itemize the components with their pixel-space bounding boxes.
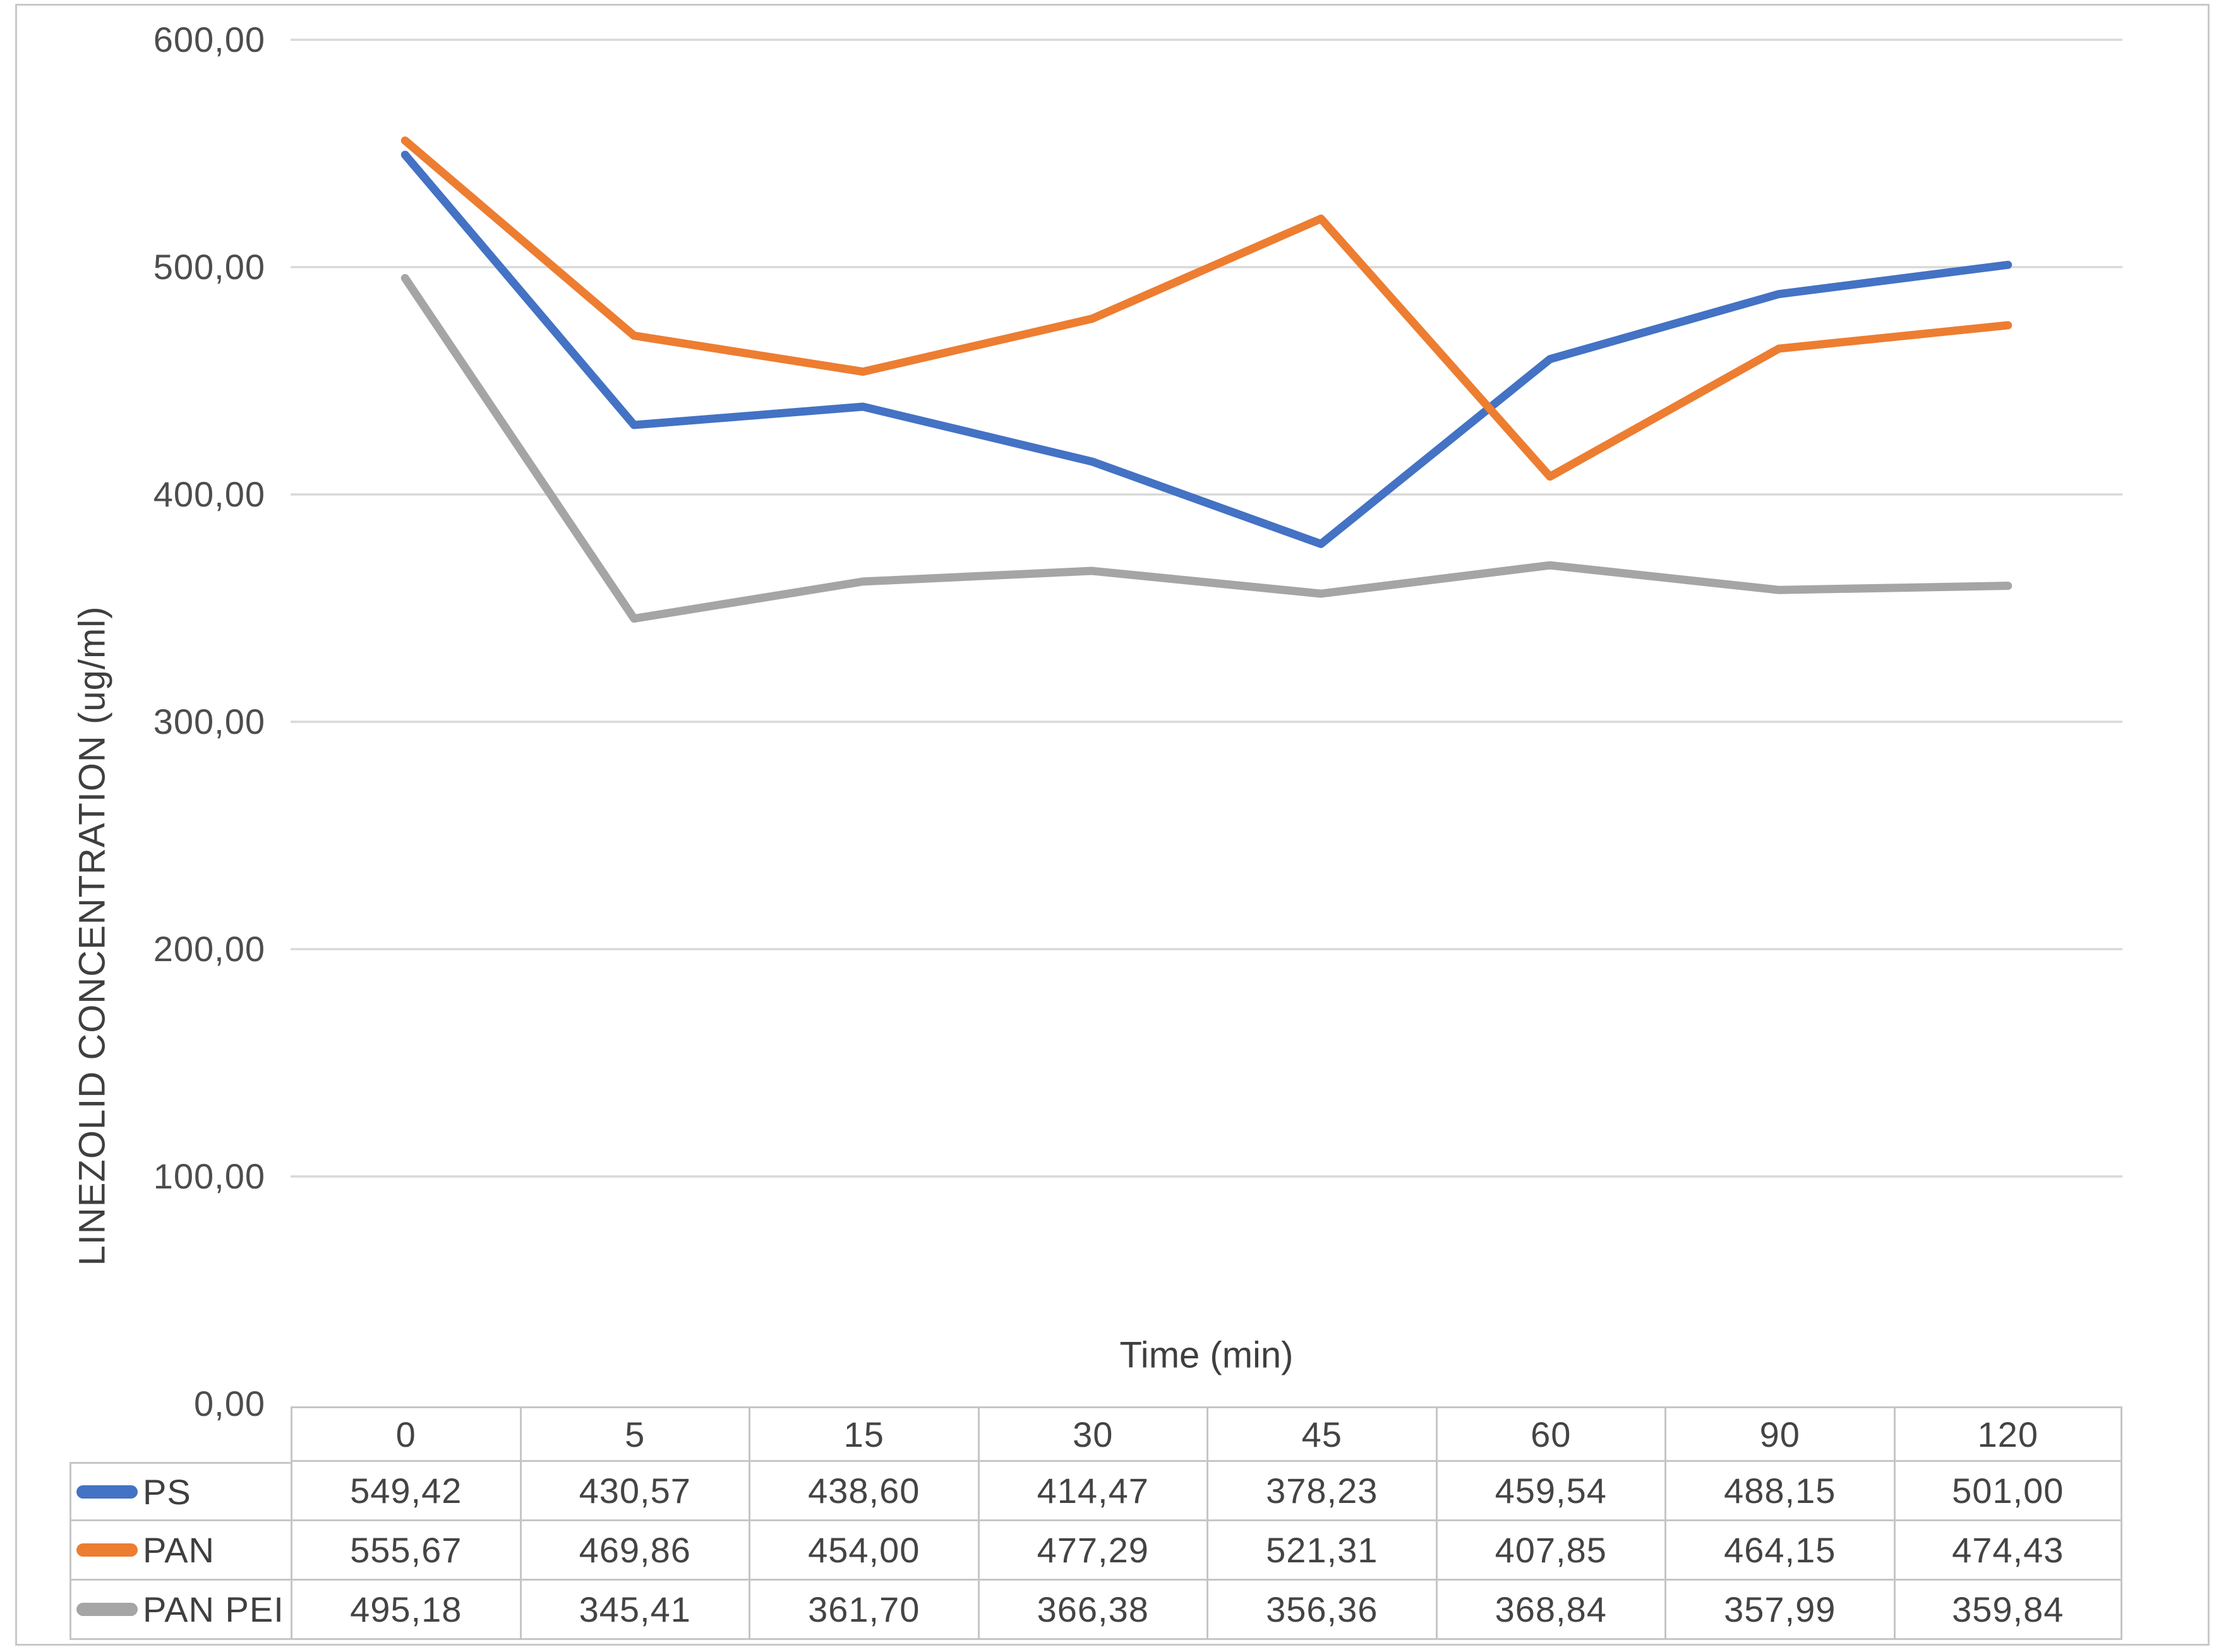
table-header-cell: 120 [1893,1406,2122,1462]
legend-cell-ps: PS [69,1462,291,1521]
table-value-cell: 430,57 [519,1462,749,1521]
table-header-cell: 0 [291,1406,520,1462]
x-axis-title: Time (min) [1119,1334,1294,1376]
table-value-cell: 488,15 [1664,1462,1894,1521]
legend-cell-pan-pei: PAN PEI [69,1581,291,1640]
table-value-cell: 549,42 [291,1462,520,1521]
table-header-cell: 30 [977,1406,1206,1462]
series-line-pan-pei [400,273,2012,623]
table-value-cell: 459,54 [1435,1462,1664,1521]
legend-line-swatch-icon [76,1485,138,1499]
table-value-cell: 555,67 [291,1521,520,1581]
table-value-cell: 414,47 [977,1462,1206,1521]
table-value-cell: 378,23 [1206,1462,1436,1521]
y-axis-tick-label: 600,00 [153,20,265,59]
table-value-cell: 454,00 [749,1521,978,1581]
table-value-cell: 359,84 [1893,1581,2122,1640]
table-header-cell: 90 [1664,1406,1894,1462]
y-axis-tick-label: 100,00 [153,1156,265,1196]
table-value-cell: 438,60 [749,1462,978,1521]
table-value-cell: 495,18 [291,1581,520,1640]
table-header-cell: 60 [1435,1406,1664,1462]
table-value-cell: 407,85 [1435,1521,1664,1581]
y-axis-tick-label: 0,00 [194,1384,265,1423]
table-value-cell: 366,38 [977,1581,1206,1640]
table-header-cell: 5 [519,1406,749,1462]
table-value-cell: 501,00 [1893,1462,2122,1521]
table-header-cell: 15 [749,1406,978,1462]
legend-cell-pan: PAN [69,1521,291,1581]
y-axis-tick-label: 400,00 [153,474,265,514]
y-axis-tick-label: 300,00 [153,702,265,741]
table-value-cell: 474,43 [1893,1521,2122,1581]
table-value-cell: 356,36 [1206,1581,1436,1640]
legend-line-swatch-icon [76,1543,138,1557]
table-value-cell: 477,29 [977,1521,1206,1581]
y-axis-tick-label: 500,00 [153,247,265,287]
legend-series-name: PAN [143,1530,215,1570]
table-header-cell: 45 [1206,1406,1436,1462]
y-axis-tick-label: 200,00 [153,929,265,969]
table-value-cell: 357,99 [1664,1581,1894,1640]
table-value-cell: 368,84 [1435,1581,1664,1640]
legend-series-name: PS [143,1471,191,1512]
series-line-ps [400,150,2012,548]
table-value-cell: 521,31 [1206,1521,1436,1581]
table-value-cell: 345,41 [519,1581,749,1640]
legend-series-name: PAN PEI [143,1589,284,1629]
table-value-cell: 464,15 [1664,1521,1894,1581]
table-value-cell: 361,70 [749,1581,978,1640]
series-line-pan [400,136,2012,481]
legend-line-swatch-icon [76,1603,138,1616]
y-axis-title: LINEZOLID CONCENTRATION (ug/ml) [71,606,113,1266]
table-value-cell: 469,86 [519,1521,749,1581]
